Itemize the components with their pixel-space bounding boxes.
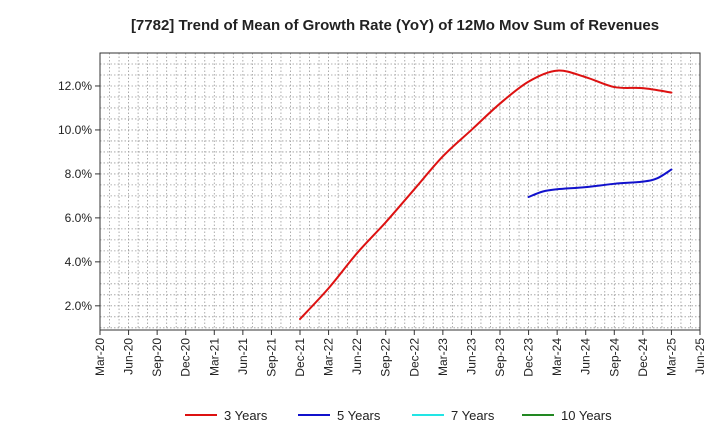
x-tick-label: Dec-20 [179,338,193,377]
x-tick-label: Dec-21 [293,338,307,377]
x-tick-label: Mar-23 [436,338,450,376]
legend-label: 5 Years [337,408,381,423]
x-tick-label: Jun-23 [464,338,478,375]
x-tick-label: Jun-22 [350,338,364,375]
x-tick-label: Jun-25 [693,338,707,375]
legend: 3 Years 5 Years 7 Years 10 Years [185,408,612,423]
series-layer [299,69,673,321]
y-tick-label: 4.0% [65,255,93,269]
x-axis: Mar-20 Jun-20 Sep-20 Dec-20 Mar-21 Jun-21 Sep-… [93,330,707,377]
legend-item-3-years: 3 Years [185,408,268,423]
x-tick-label: Sep-21 [264,338,278,377]
legend-item-10-years: 10 Years [522,408,612,423]
legend-label: 3 Years [224,408,268,423]
series-line-5-years [527,168,673,198]
plot-frame [99,52,701,331]
x-tick-label: Mar-25 [664,338,678,376]
series-line-3-years [299,69,673,321]
legend-label: 7 Years [451,408,495,423]
y-tick-label: 8.0% [65,167,93,181]
x-tick-label: Dec-22 [407,338,421,377]
x-tick-label: Sep-22 [379,338,393,377]
x-tick-label: Dec-24 [636,338,650,377]
y-tick-label: 10.0% [58,123,92,137]
y-tick-label: 2.0% [65,299,93,313]
x-tick-label: Mar-20 [93,338,107,376]
y-axis: 2.0% 4.0% 6.0% 8.0% 10.0% 12.0% [58,79,100,313]
x-tick-label: Mar-24 [550,338,564,376]
x-tick-label: Jun-24 [579,338,593,375]
x-tick-label: Sep-20 [150,338,164,377]
x-tick-label: Sep-23 [493,338,507,377]
legend-label: 10 Years [561,408,612,423]
legend-item-5-years: 5 Years [298,408,381,423]
x-tick-label: Mar-21 [207,338,221,376]
grid [100,53,700,330]
x-tick-label: Sep-24 [607,338,621,377]
x-tick-label: Mar-22 [322,338,336,376]
x-tick-label: Dec-23 [522,338,536,377]
y-tick-label: 6.0% [65,211,93,225]
x-tick-label: Jun-21 [236,338,250,375]
y-tick-label: 12.0% [58,79,92,93]
chart-title: [7782] Trend of Mean of Growth Rate (YoY… [131,17,659,34]
legend-item-7-years: 7 Years [412,408,495,423]
x-tick-label: Jun-20 [122,338,136,375]
